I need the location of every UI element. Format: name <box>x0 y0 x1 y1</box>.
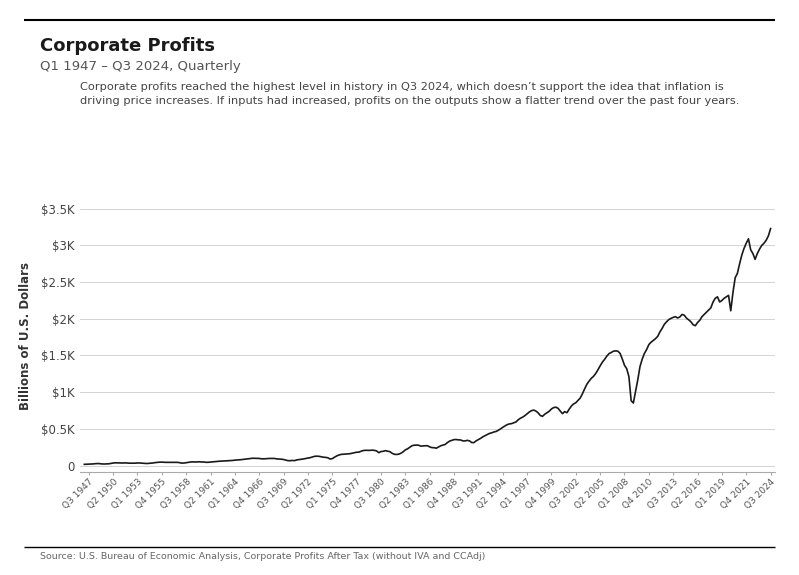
Y-axis label: Billions of U.S. Dollars: Billions of U.S. Dollars <box>19 262 32 411</box>
Text: Corporate profits reached the highest level in history in Q3 2024, which doesn’t: Corporate profits reached the highest le… <box>80 82 724 91</box>
Text: Corporate Profits: Corporate Profits <box>40 37 215 55</box>
Text: Source: U.S. Bureau of Economic Analysis, Corporate Profits After Tax (without I: Source: U.S. Bureau of Economic Analysis… <box>40 551 485 561</box>
Text: Q1 1947 – Q3 2024, Quarterly: Q1 1947 – Q3 2024, Quarterly <box>40 60 240 74</box>
Text: driving price increases. If inputs had increased, profits on the outputs show a : driving price increases. If inputs had i… <box>80 96 739 106</box>
